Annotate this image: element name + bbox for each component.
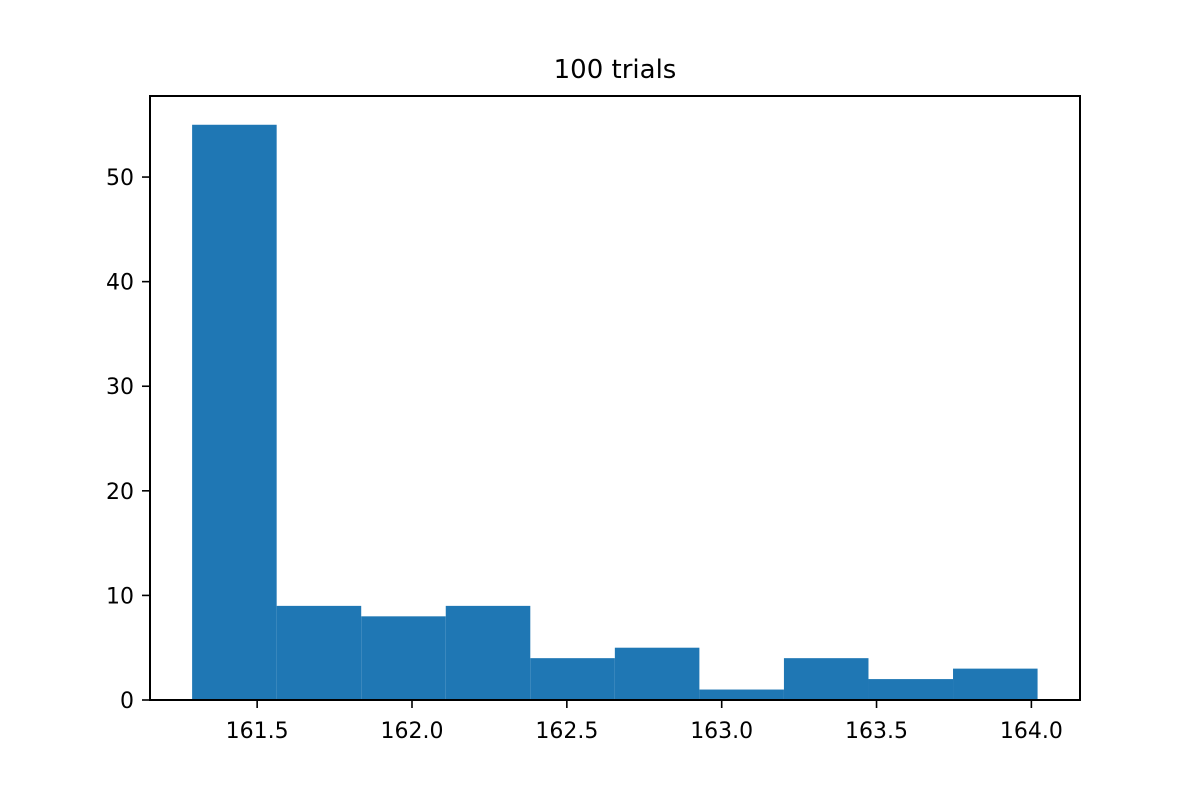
histogram-bar-7 — [783, 658, 869, 700]
y-tick-label-2: 20 — [106, 480, 134, 505]
histogram-bar-3 — [445, 605, 531, 700]
y-axis: 0 10 20 30 40 50 — [106, 166, 150, 714]
histogram-bar-5 — [614, 647, 700, 700]
x-tick-label-1: 162.0 — [381, 719, 444, 744]
histogram-bar-2 — [361, 616, 446, 700]
histogram-bar-1 — [276, 605, 362, 700]
bars-group — [192, 124, 1038, 700]
y-tick-label-3: 30 — [106, 375, 134, 400]
histogram-bar-8 — [868, 679, 954, 700]
x-tick-label-4: 163.5 — [845, 719, 908, 744]
y-tick-label-5: 50 — [106, 166, 134, 191]
x-tick-label-5: 164.0 — [1000, 719, 1063, 744]
y-tick-label-4: 40 — [106, 271, 134, 296]
y-tick-label-0: 0 — [120, 689, 134, 714]
x-tick-label-3: 163.0 — [690, 719, 753, 744]
y-tick-label-1: 10 — [106, 584, 134, 609]
plot-frame — [149, 95, 1081, 701]
x-tick-label-2: 162.5 — [535, 719, 598, 744]
histogram-bar-4 — [530, 658, 615, 700]
histogram-bar-9 — [953, 668, 1038, 700]
x-axis: 161.5 162.0 162.5 163.0 163.5 164.0 — [226, 700, 1063, 744]
histogram-bar-6 — [699, 689, 784, 700]
histogram-bar-0 — [192, 124, 277, 700]
chart-title: 100 trials — [554, 55, 677, 85]
x-tick-label-0: 161.5 — [226, 719, 289, 744]
